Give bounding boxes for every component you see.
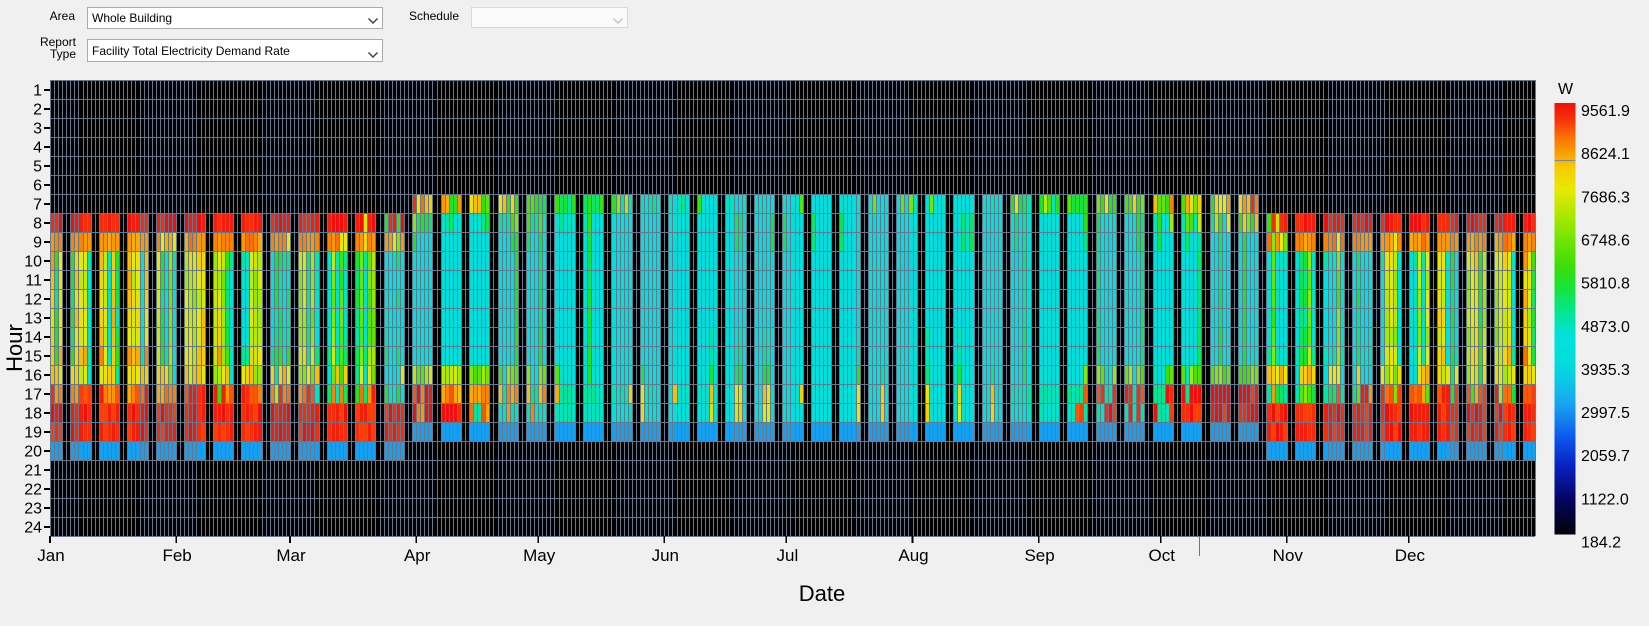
svg-text:6: 6 xyxy=(33,178,42,195)
svg-text:Aug: Aug xyxy=(898,546,928,565)
svg-text:23: 23 xyxy=(24,501,42,518)
svg-text:W: W xyxy=(1558,81,1574,98)
svg-text:7686.3: 7686.3 xyxy=(1581,189,1630,206)
svg-text:9561.9: 9561.9 xyxy=(1581,103,1630,120)
svg-text:Oct: Oct xyxy=(1148,546,1175,565)
svg-text:12: 12 xyxy=(24,292,42,309)
svg-text:Hour: Hour xyxy=(2,324,27,372)
svg-text:19: 19 xyxy=(24,425,42,442)
svg-text:Nov: Nov xyxy=(1273,546,1304,565)
svg-text:3935.3: 3935.3 xyxy=(1581,362,1630,379)
svg-text:16: 16 xyxy=(24,368,42,385)
svg-text:Mar: Mar xyxy=(276,546,306,565)
svg-text:15: 15 xyxy=(24,349,42,366)
svg-text:8: 8 xyxy=(33,216,42,233)
svg-text:Jul: Jul xyxy=(777,546,799,565)
svg-text:20: 20 xyxy=(24,444,42,461)
svg-text:Jan: Jan xyxy=(37,546,64,565)
svg-text:2059.7: 2059.7 xyxy=(1581,448,1630,465)
svg-text:2997.5: 2997.5 xyxy=(1581,405,1630,422)
svg-text:10: 10 xyxy=(24,254,42,271)
svg-text:18: 18 xyxy=(24,406,42,423)
svg-text:13: 13 xyxy=(24,311,42,328)
svg-text:4: 4 xyxy=(33,140,42,157)
svg-text:14: 14 xyxy=(24,330,42,347)
svg-text:24: 24 xyxy=(24,520,42,537)
svg-text:21: 21 xyxy=(24,463,42,480)
svg-text:May: May xyxy=(523,546,556,565)
svg-text:17: 17 xyxy=(24,387,42,404)
svg-text:1122.0: 1122.0 xyxy=(1581,491,1629,508)
svg-text:7: 7 xyxy=(33,197,42,214)
svg-text:Feb: Feb xyxy=(162,546,191,565)
svg-text:2: 2 xyxy=(33,102,42,119)
svg-text:Dec: Dec xyxy=(1395,546,1426,565)
svg-text:22: 22 xyxy=(24,482,42,499)
svg-text:11: 11 xyxy=(25,273,42,290)
svg-text:5: 5 xyxy=(33,159,42,176)
svg-text:1: 1 xyxy=(33,83,42,100)
svg-text:4873.0: 4873.0 xyxy=(1581,319,1630,336)
svg-text:Sep: Sep xyxy=(1024,546,1054,565)
svg-text:3: 3 xyxy=(33,121,42,138)
svg-text:8624.1: 8624.1 xyxy=(1581,146,1630,163)
svg-text:Jun: Jun xyxy=(652,546,679,565)
svg-text:Apr: Apr xyxy=(404,546,431,565)
svg-text:5810.8: 5810.8 xyxy=(1581,276,1630,293)
svg-text:Date: Date xyxy=(799,581,845,606)
svg-text:9: 9 xyxy=(33,235,42,252)
svg-text:184.2: 184.2 xyxy=(1581,535,1621,552)
svg-text:6748.6: 6748.6 xyxy=(1581,233,1630,250)
